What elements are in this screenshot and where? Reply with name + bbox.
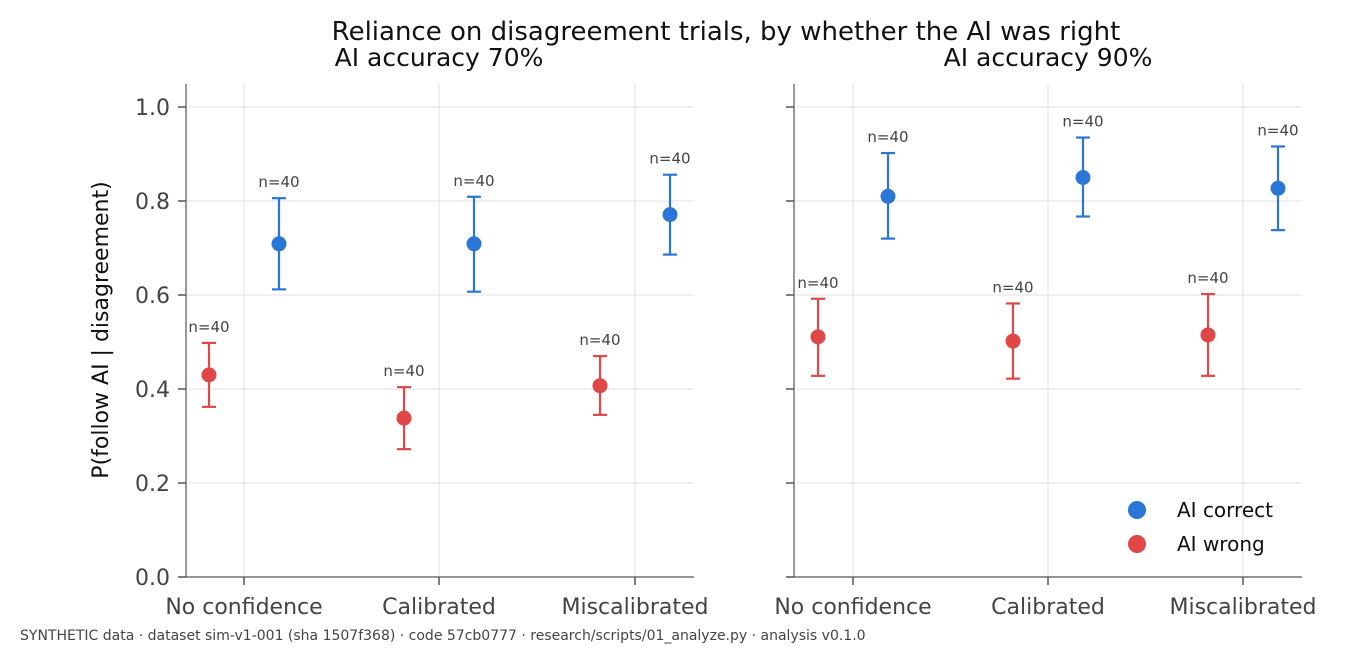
legend-label: AI correct [1177, 498, 1273, 522]
n-label: n=40 [383, 362, 424, 380]
n-label: n=40 [867, 128, 908, 146]
panel-subtitle: AI accuracy 90% [944, 43, 1153, 72]
n-label: n=40 [992, 278, 1033, 296]
x-tick-label: Calibrated [991, 595, 1105, 620]
y-tick-label: 1.0 [135, 96, 170, 121]
n-label: n=40 [649, 150, 690, 168]
data-point [396, 410, 412, 426]
n-label: n=40 [1257, 121, 1298, 139]
series-ai-correct: n=40 n=40 n=40 [258, 150, 691, 293]
chart-title: Reliance on disagreement trials, by whet… [332, 17, 1121, 47]
legend-label: AI wrong [1177, 532, 1265, 556]
data-point [1270, 180, 1286, 196]
data-point [1005, 333, 1021, 349]
n-label: n=40 [258, 173, 299, 191]
panel-subtitle: AI accuracy 70% [335, 43, 544, 72]
legend: AI correct AI wrong [1128, 498, 1273, 556]
x-tick-label: Miscalibrated [1170, 595, 1317, 620]
series-ai-correct: n=40 n=40 n=40 [867, 113, 1299, 240]
data-point [592, 378, 608, 394]
n-label: n=40 [188, 318, 229, 336]
x-tick-label: No confidence [165, 595, 322, 620]
data-point [466, 236, 482, 252]
panel-2: AI accuracy 90% No confidence Calibrated Mi… [774, 43, 1316, 620]
panel-1: AI accuracy 70% 0.0 0.2 0.4 0.6 0.8 1.0 No conf… [135, 43, 708, 620]
n-label: n=40 [579, 331, 620, 349]
x-tick-label: Miscalibrated [562, 595, 709, 620]
data-point [810, 329, 826, 345]
n-label: n=40 [1062, 113, 1103, 131]
data-point [271, 236, 287, 252]
x-tick-label: Calibrated [382, 595, 496, 620]
series-ai-wrong: n=40 n=40 n=40 [188, 318, 621, 451]
legend-marker [1128, 501, 1146, 519]
y-tick-label: 0.0 [135, 566, 170, 591]
data-point [880, 188, 896, 204]
y-tick-label: 0.8 [135, 190, 170, 215]
series-ai-wrong: n=40 n=40 n=40 [797, 269, 1229, 380]
y-tick-label: 0.4 [135, 378, 170, 403]
legend-marker [1128, 535, 1146, 553]
y-tick-label: 0.6 [135, 284, 170, 309]
data-point [1200, 327, 1216, 343]
n-label: n=40 [453, 172, 494, 190]
data-point [662, 207, 678, 223]
y-tick-label: 0.2 [135, 472, 170, 497]
y-axis-label: P(follow AI | disagreement) [89, 181, 114, 478]
x-tick-label: No confidence [774, 595, 931, 620]
data-point [1075, 170, 1091, 185]
footer-provenance: SYNTHETIC data · dataset sim-v1-001 (sha… [20, 628, 866, 644]
n-label: n=40 [797, 274, 838, 292]
n-label: n=40 [1187, 269, 1228, 287]
data-point [201, 367, 217, 383]
